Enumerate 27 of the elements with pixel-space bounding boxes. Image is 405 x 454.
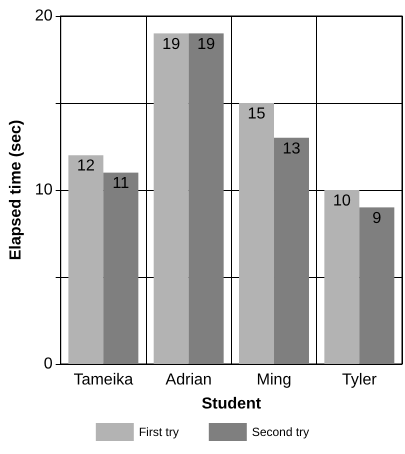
data-label: 13 xyxy=(282,140,301,158)
bar xyxy=(188,33,224,364)
x-axis-title: Student xyxy=(202,396,262,412)
bar xyxy=(154,33,189,364)
data-label: 10 xyxy=(332,192,351,210)
bar xyxy=(103,172,138,364)
bar xyxy=(274,138,309,364)
bar xyxy=(239,103,274,364)
data-label: 9 xyxy=(372,210,382,227)
data-label: 19 xyxy=(162,36,180,53)
legend-label: Second try xyxy=(252,425,310,439)
y-axis-title: Elapsed time (sec) xyxy=(8,120,24,260)
x-tick-label: Adrian xyxy=(166,372,212,388)
data-label: 19 xyxy=(197,36,216,53)
y-tick-label: 10 xyxy=(34,182,53,198)
data-label: 11 xyxy=(112,175,130,192)
bar xyxy=(324,190,360,364)
data-label: 15 xyxy=(248,106,266,122)
x-tick-label: Ming xyxy=(256,372,292,388)
y-tick-label: 0 xyxy=(44,356,53,372)
x-tick-label: Tameika xyxy=(74,372,134,388)
legend-label: First try xyxy=(138,425,179,439)
data-label: 12 xyxy=(76,158,95,175)
bar xyxy=(68,155,104,364)
x-tick-label: Tyler xyxy=(342,372,378,388)
bar xyxy=(359,207,394,364)
y-tick-label: 20 xyxy=(34,8,53,24)
